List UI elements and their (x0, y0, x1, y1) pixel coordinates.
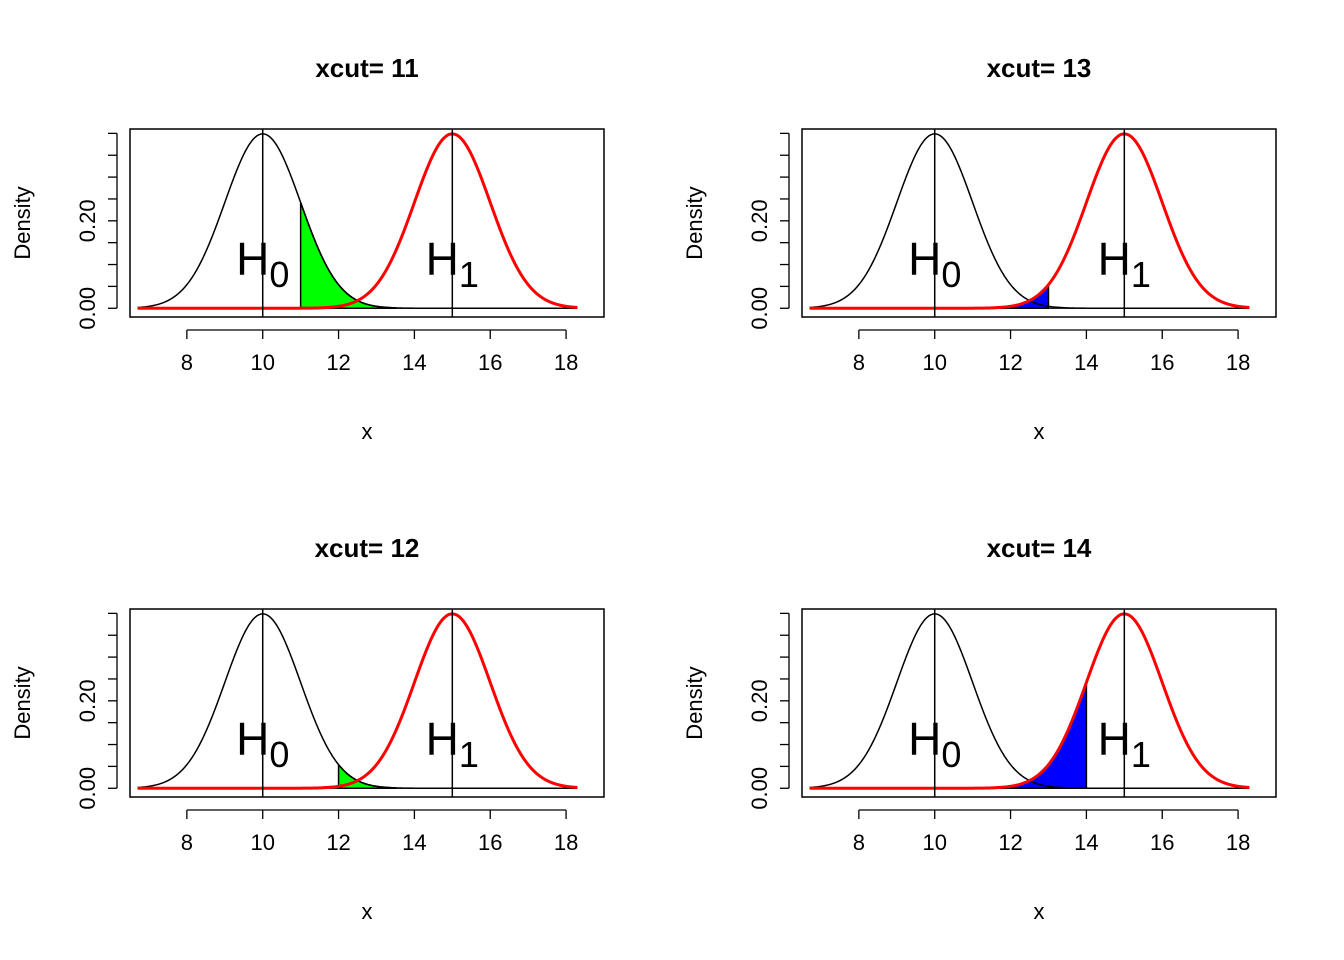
y-tick-label: 0.00 (747, 767, 772, 810)
x-tick-label: 8 (181, 830, 193, 855)
x-tick-label: 8 (853, 830, 865, 855)
h1-density-line (137, 612, 578, 790)
x-axis-label: x (1034, 419, 1045, 444)
y-tick-label: 0.00 (75, 287, 100, 330)
x-tick-label: 14 (402, 830, 426, 855)
plot-frame (801, 608, 1277, 798)
x-tick-label: 10 (922, 830, 946, 855)
x-tick-label: 16 (478, 830, 502, 855)
x-tick-label: 10 (250, 830, 274, 855)
x-tick-label: 10 (250, 350, 274, 375)
h1-density-line (809, 132, 1250, 310)
y-axis-label: Density (682, 186, 707, 259)
plot-area (809, 609, 1250, 797)
hypothesis-label-1: H1 (426, 713, 479, 775)
x-tick-label: 14 (1074, 350, 1098, 375)
y-tick-label: 0.20 (747, 679, 772, 722)
chart-title: xcut= 12 (315, 533, 420, 563)
plot-area (137, 129, 578, 317)
x-tick-label: 8 (181, 350, 193, 375)
chart-title: xcut= 11 (315, 53, 418, 83)
hypothesis-label-1: H1 (1098, 713, 1151, 775)
x-tick-label: 12 (326, 830, 350, 855)
plot-frame (801, 128, 1277, 318)
h1-density-line (809, 612, 1250, 790)
x-axis-label: x (362, 419, 373, 444)
chart-panel-1: xcut= 11 H0 H1 8 10 12 14 16 18 x 0.00 0.20 Density (10, 53, 605, 444)
x-tick-label: 16 (478, 350, 502, 375)
x-tick-label: 12 (998, 830, 1022, 855)
x-axis-label: x (362, 899, 373, 924)
y-tick-label: 0.20 (747, 199, 772, 242)
x-tick-label: 18 (554, 830, 578, 855)
y-tick-label: 0.00 (747, 287, 772, 330)
hypothesis-label-0: H0 (236, 713, 289, 775)
plot-frame (129, 128, 605, 318)
hypothesis-label-0: H0 (908, 233, 961, 295)
x-tick-label: 14 (402, 350, 426, 375)
chart-panel-2: xcut= 13 H0 H1 8 10 12 14 16 18 x 0.00 0.20 Density (682, 53, 1277, 444)
chart-title: xcut= 13 (987, 53, 1092, 83)
x-tick-label: 12 (998, 350, 1022, 375)
y-tick-label: 0.00 (75, 767, 100, 810)
chart-title: xcut= 14 (987, 533, 1092, 563)
hypothesis-label-1: H1 (1098, 233, 1151, 295)
y-tick-label: 0.20 (75, 199, 100, 242)
plot-area (809, 129, 1250, 317)
plot-frame (129, 608, 605, 798)
y-axis-label: Density (10, 666, 35, 739)
x-tick-label: 18 (1226, 830, 1250, 855)
hypothesis-label-1: H1 (426, 233, 479, 295)
y-axis-label: Density (10, 186, 35, 259)
x-tick-label: 18 (1226, 350, 1250, 375)
plot-area (137, 609, 578, 797)
y-axis-label: Density (682, 666, 707, 739)
x-tick-label: 18 (554, 350, 578, 375)
hypothesis-label-0: H0 (908, 713, 961, 775)
x-tick-label: 12 (326, 350, 350, 375)
x-tick-label: 14 (1074, 830, 1098, 855)
hypothesis-label-0: H0 (236, 233, 289, 295)
x-tick-label: 16 (1150, 830, 1174, 855)
x-axis-label: x (1034, 899, 1045, 924)
chart-panel-3: xcut= 12 H0 H1 8 10 12 14 16 18 x 0.00 0.20 Density (10, 533, 605, 924)
y-tick-label: 0.20 (75, 679, 100, 722)
x-tick-label: 8 (853, 350, 865, 375)
x-tick-label: 10 (922, 350, 946, 375)
h1-density-line (137, 132, 578, 310)
chart-panel-4: xcut= 14 H0 H1 8 10 12 14 16 18 x 0.00 0.20 Density (682, 533, 1277, 924)
x-tick-label: 16 (1150, 350, 1174, 375)
